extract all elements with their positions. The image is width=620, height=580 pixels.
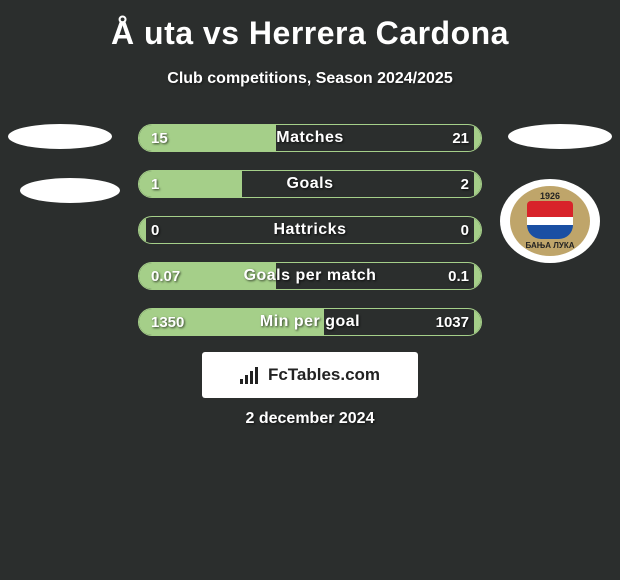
stat-row: 0.070.1Goals per match — [138, 262, 482, 290]
club-badge-year: 1926 — [540, 191, 560, 201]
stat-label: Goals — [139, 171, 481, 197]
stat-label: Min per goal — [139, 309, 481, 335]
stat-row: 12Goals — [138, 170, 482, 198]
stat-row: 00Hattricks — [138, 216, 482, 244]
club-badge: 1926 БАЊА ЛУКА — [500, 179, 600, 263]
club-badge-bottom-text: БАЊА ЛУКА — [526, 241, 575, 250]
player1-ellipse-2 — [20, 178, 120, 203]
promo-label: FcTables.com — [268, 365, 380, 385]
promo-watermark: FcTables.com — [202, 352, 418, 398]
stat-row: 1521Matches — [138, 124, 482, 152]
page-subtitle: Club competitions, Season 2024/2025 — [0, 70, 620, 88]
stat-bars-container: 1521Matches 12Goals 00Hattricks 0.070.1Goal… — [138, 124, 482, 354]
chart-bars-icon — [240, 366, 262, 384]
page-title: Å uta vs Herrera Cardona — [0, 0, 620, 52]
player2-ellipse-1 — [508, 124, 612, 149]
stat-label: Matches — [139, 125, 481, 151]
club-badge-inner: 1926 БАЊА ЛУКА — [510, 186, 590, 256]
player1-ellipse-1 — [8, 124, 112, 149]
date-stamp: 2 december 2024 — [0, 410, 620, 428]
club-badge-shield — [527, 201, 573, 239]
stat-label: Goals per match — [139, 263, 481, 289]
stat-row: 13501037Min per goal — [138, 308, 482, 336]
stat-label: Hattricks — [139, 217, 481, 243]
